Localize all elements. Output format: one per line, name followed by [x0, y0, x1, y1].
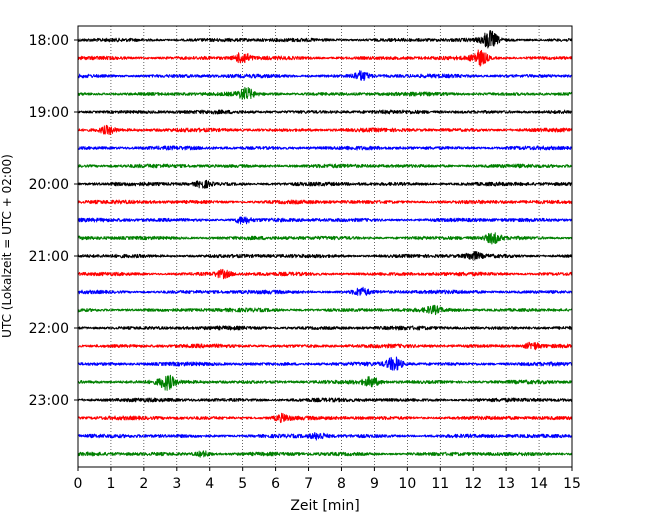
- trace-1900: [77, 109, 573, 115]
- y-axis-ticks: 18:00 19:00 20:00 21:00 22:00 23:00: [29, 33, 78, 409]
- plot-frame: [77, 25, 573, 468]
- trace-1945: [77, 163, 573, 169]
- y-axis-label: UTC (Lokalzeit = UTC + 02:00): [0, 154, 14, 338]
- y-tick-label: 20:00: [29, 177, 69, 193]
- trace-2115: [77, 268, 573, 280]
- x-tick-label: 11: [431, 476, 449, 492]
- y-tick-label: 21:00: [29, 249, 69, 265]
- x-tick-label: 14: [530, 476, 548, 492]
- y-tick-label: 18:00: [29, 33, 69, 49]
- trace-2100: [77, 251, 573, 261]
- trace-2215: [77, 341, 573, 351]
- trace-2245: [77, 374, 573, 391]
- x-tick-label: 2: [139, 476, 148, 492]
- x-axis-label: Zeit [min]: [290, 498, 359, 514]
- trace-2045: [77, 232, 573, 245]
- x-tick-label: 7: [304, 476, 313, 492]
- trace-1845: [77, 86, 573, 100]
- x-tick-label: 1: [106, 476, 115, 492]
- trace-1815: [77, 49, 573, 67]
- x-axis-ticks: 0 1 2 3 4 5 6 7 8 9 10 11 12 13 14 15: [74, 467, 581, 492]
- x-tick-label: 13: [497, 476, 515, 492]
- trace-1915: [77, 124, 573, 135]
- x-tick-label: 8: [337, 476, 346, 492]
- trace-2000: [77, 179, 573, 189]
- trace-2300: [77, 397, 573, 403]
- y-tick-label: 19:00: [29, 105, 69, 121]
- y-tick-label: 23:00: [29, 393, 69, 409]
- trace-2315: [77, 412, 573, 424]
- seismic-traces: [77, 30, 573, 458]
- trace-2200: [77, 325, 573, 331]
- x-tick-label: 0: [74, 476, 83, 492]
- trace-2330: [77, 432, 573, 441]
- trace-1800: [77, 30, 573, 49]
- x-tick-label: 10: [398, 476, 416, 492]
- x-tick-label: 9: [370, 476, 379, 492]
- y-tick-label: 22:00: [29, 321, 69, 337]
- trace-2145: [77, 304, 573, 316]
- trace-2345: [77, 450, 573, 458]
- x-tick-label: 4: [205, 476, 214, 492]
- trace-2230: [77, 356, 573, 371]
- trace-2130: [77, 286, 573, 296]
- trace-1930: [77, 145, 573, 151]
- trace-2015: [77, 199, 573, 205]
- x-tick-label: 15: [563, 476, 581, 492]
- x-tick-label: 5: [238, 476, 247, 492]
- x-tick-label: 3: [172, 476, 181, 492]
- trace-1830: [77, 70, 573, 82]
- x-tick-label: 6: [271, 476, 280, 492]
- x-tick-label: 12: [464, 476, 482, 492]
- plot-background: [78, 26, 572, 467]
- trace-2030: [77, 216, 573, 225]
